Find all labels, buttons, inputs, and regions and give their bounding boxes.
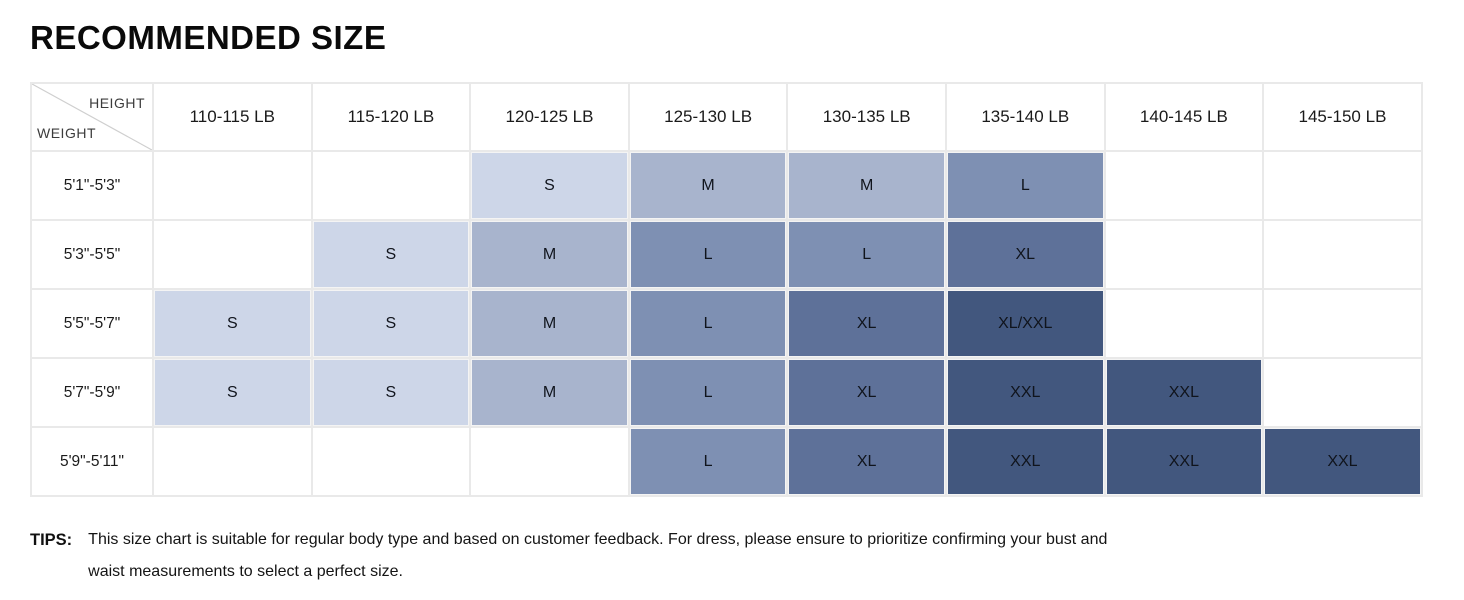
height-label: 5'5"-5'7"	[30, 288, 154, 359]
empty-cell	[1262, 219, 1423, 290]
table-row: 5'5"-5'7" S S M L XL XL/XXL	[30, 288, 1423, 359]
weight-header: 110-115 LB	[152, 82, 313, 152]
size-cell: L	[627, 357, 789, 428]
table-row: 5'7"-5'9" S S M L XL XXL XXL	[30, 357, 1423, 428]
empty-cell	[310, 426, 472, 497]
size-cell: XXL	[1262, 426, 1423, 497]
empty-cell	[310, 150, 472, 221]
corner-label-height: HEIGHT	[89, 95, 145, 111]
tips-label: TIPS:	[30, 531, 73, 549]
empty-cell	[1262, 357, 1423, 428]
size-cell: XL	[786, 288, 947, 359]
size-cell: S	[152, 357, 313, 428]
diagonal-divider	[32, 84, 152, 150]
weight-header: 130-135 LB	[786, 82, 947, 152]
weight-header: 135-140 LB	[944, 82, 1106, 152]
recommended-size-table: HEIGHT WEIGHT 110-115 LB 115-120 LB 120-12…	[30, 82, 1423, 497]
corner-header-cell: HEIGHT WEIGHT	[30, 82, 154, 152]
size-cell: M	[469, 357, 630, 428]
empty-cell	[469, 426, 630, 497]
size-cell: L	[627, 426, 789, 497]
size-cell: XL	[786, 357, 947, 428]
weight-header: 115-120 LB	[310, 82, 472, 152]
size-cell: S	[310, 219, 472, 290]
table-row: 5'3"-5'5" S M L L XL	[30, 219, 1423, 290]
empty-cell	[152, 219, 313, 290]
size-cell: L	[944, 150, 1106, 221]
size-cell: XXL	[944, 357, 1106, 428]
empty-cell	[152, 150, 313, 221]
height-label: 5'7"-5'9"	[30, 357, 154, 428]
empty-cell	[152, 426, 313, 497]
size-cell: XXL	[1103, 357, 1265, 428]
size-cell: L	[627, 288, 789, 359]
size-cell: L	[627, 219, 789, 290]
height-label: 5'1"-5'3"	[30, 150, 154, 221]
tips-section: TIPS: This size chart is suitable for re…	[30, 524, 1464, 588]
table-body: 5'1"-5'3" S M M L 5'3"-5'5" S M L L XL 5'5"-5'7" S S M…	[30, 150, 1423, 497]
size-cell: L	[786, 219, 947, 290]
weight-header: 125-130 LB	[627, 82, 789, 152]
empty-cell	[1262, 150, 1423, 221]
weight-header: 145-150 LB	[1262, 82, 1423, 152]
size-cell: M	[469, 288, 630, 359]
table-row: 5'9"-5'11" L XL XXL XXL XXL	[30, 426, 1423, 497]
table-row: 5'1"-5'3" S M M L	[30, 150, 1423, 221]
size-cell: S	[310, 288, 472, 359]
height-label: 5'3"-5'5"	[30, 219, 154, 290]
weight-header: 120-125 LB	[469, 82, 630, 152]
size-cell: M	[786, 150, 947, 221]
size-cell: XL/XXL	[944, 288, 1106, 359]
size-cell: S	[469, 150, 630, 221]
empty-cell	[1262, 288, 1423, 359]
size-cell: XL	[786, 426, 947, 497]
weight-header: 140-145 LB	[1103, 82, 1265, 152]
empty-cell	[1103, 288, 1265, 359]
empty-cell	[1103, 150, 1265, 221]
page-title: RECOMMENDED SIZE	[30, 19, 387, 56]
tips-text: This size chart is suitable for regular …	[88, 531, 1108, 580]
size-cell: XXL	[944, 426, 1106, 497]
empty-cell	[1103, 219, 1265, 290]
size-cell: S	[152, 288, 313, 359]
height-label: 5'9"-5'11"	[30, 426, 154, 497]
table-header-row: HEIGHT WEIGHT 110-115 LB 115-120 LB 120-12…	[30, 82, 1423, 152]
size-cell: M	[627, 150, 789, 221]
size-cell: XXL	[1103, 426, 1265, 497]
size-cell: S	[310, 357, 472, 428]
size-cell: XL	[944, 219, 1106, 290]
corner-label-weight: WEIGHT	[37, 125, 96, 141]
size-cell: M	[469, 219, 630, 290]
